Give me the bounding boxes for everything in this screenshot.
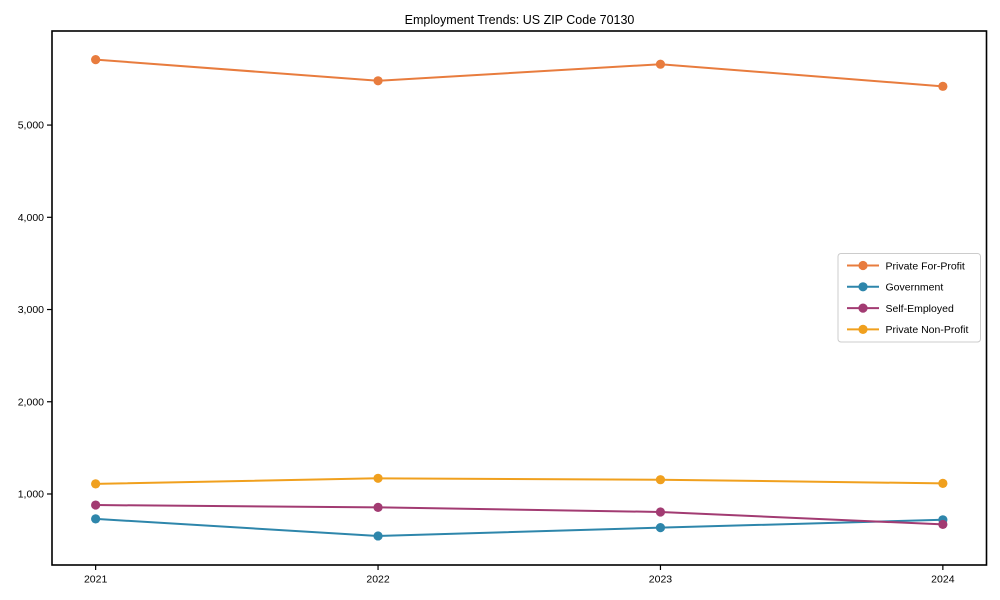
- series-self-employed: [91, 500, 948, 530]
- data-point-private-non-profit-2023: [655, 475, 666, 485]
- legend-marker: [858, 324, 868, 334]
- series-line-private-non-profit: [95, 477, 943, 485]
- y-tick-label: 2,000: [18, 396, 44, 408]
- legend: Private For-Profit Government Self-Employe…: [837, 253, 981, 343]
- y-tick-label: 5,000: [18, 120, 44, 132]
- legend-marker: [858, 260, 868, 271]
- legend-marker: [858, 303, 868, 313]
- data-point-self-employed-2021: [91, 500, 101, 510]
- x-tick-label: 2021: [84, 574, 108, 586]
- x-axis: 2021 2022 2023 2024: [84, 565, 955, 586]
- y-tick-label: 3,000: [18, 304, 44, 316]
- series-line-government: [95, 517, 943, 537]
- series-line-self-employed: [95, 504, 943, 526]
- data-point-government-2022: [373, 531, 383, 541]
- x-tick-label: 2024: [931, 574, 955, 586]
- legend-marker: [858, 282, 868, 292]
- chart-title: Employment Trends: US ZIP Code 70130: [404, 13, 635, 27]
- data-point-self-employed-2022: [373, 502, 383, 512]
- y-axis: 1,000 2,000 3,000 4,000 5,000: [18, 120, 52, 501]
- data-point-government-2023: [655, 523, 666, 533]
- data-point-private-for-profit-2023: [655, 59, 666, 69]
- data-point-private-for-profit-2022: [373, 76, 383, 86]
- plot-frame: [51, 30, 988, 566]
- data-point-self-employed-2023: [655, 507, 666, 517]
- series-private-for-profit: [91, 54, 948, 91]
- data-point-private-non-profit-2022: [373, 473, 383, 483]
- y-tick-label: 1,000: [18, 489, 44, 501]
- data-point-self-employed-2024: [938, 519, 948, 530]
- series-private-non-profit: [91, 473, 948, 489]
- legend-label: Private Non-Profit: [886, 324, 969, 336]
- legend-box: [837, 253, 981, 343]
- data-point-private-for-profit-2021: [91, 54, 101, 65]
- series-line-private-for-profit: [95, 58, 943, 88]
- data-point-private-for-profit-2024: [938, 81, 948, 91]
- legend-label: Private For-Profit: [886, 260, 965, 272]
- y-tick-label: 4,000: [18, 212, 44, 224]
- legend-label: Self-Employed: [886, 303, 954, 315]
- x-tick-label: 2023: [649, 574, 673, 586]
- data-point-government-2021: [91, 514, 101, 524]
- x-tick-label: 2022: [366, 574, 390, 586]
- data-point-private-non-profit-2021: [91, 479, 101, 489]
- data-point-private-non-profit-2024: [938, 478, 948, 488]
- series-government: [91, 514, 948, 541]
- legend-label: Government: [886, 282, 944, 294]
